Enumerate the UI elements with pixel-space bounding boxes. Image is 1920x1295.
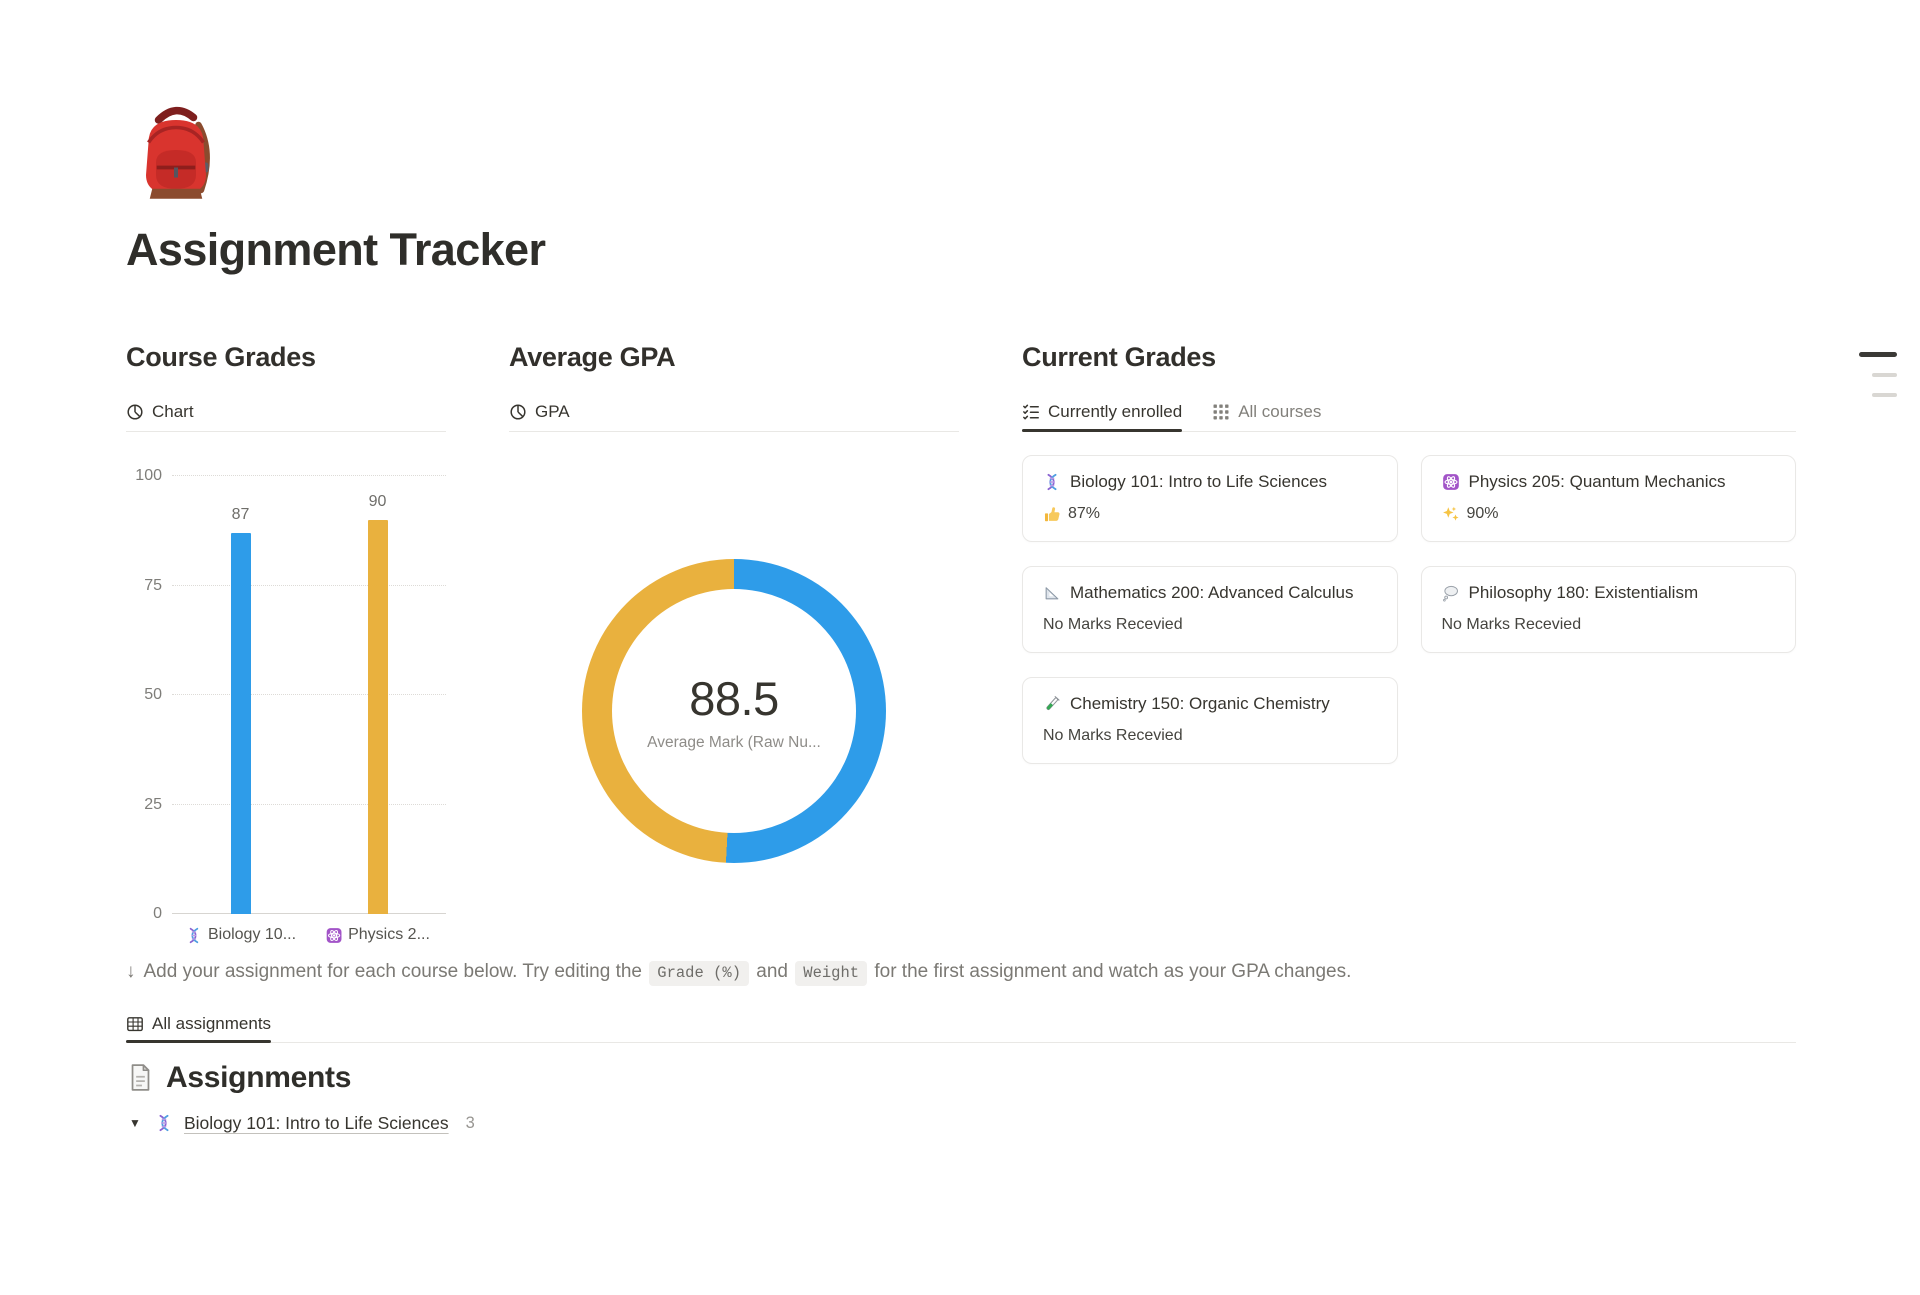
bar-value-label: 87 xyxy=(231,505,250,523)
course-card-chemistry[interactable]: Chemistry 150: Organic Chemistry No Mark… xyxy=(1022,677,1398,764)
dna-emoji xyxy=(1043,473,1061,491)
thumbs-up-emoji xyxy=(1043,505,1061,523)
help-text-block[interactable]: ↓ Add your assignment for each course bel… xyxy=(126,958,1796,987)
group-count-badge: 3 xyxy=(465,1113,475,1132)
course-grade: 90% xyxy=(1466,505,1499,522)
y-axis-tick-label: 0 xyxy=(153,905,162,922)
atom-emoji xyxy=(1442,473,1460,491)
gridline-0 xyxy=(172,913,446,914)
course-card-philosophy[interactable]: Philosophy 180: Existentialism No Marks … xyxy=(1420,566,1796,653)
tab-currently-enrolled-label: Currently enrolled xyxy=(1048,402,1183,421)
course-title: Biology 101: Intro to Life Sciences xyxy=(1070,472,1328,491)
x-axis-category-label: Biology 10... xyxy=(185,926,296,944)
y-axis-tick-label: 50 xyxy=(144,686,162,703)
course-cards-grid: Biology 101: Intro to Life Sciences 87% … xyxy=(1022,455,1796,764)
toc-item-indicator[interactable] xyxy=(1872,393,1897,397)
gridline-50 xyxy=(172,694,446,695)
backpack-emoji xyxy=(126,96,226,214)
atom-emoji xyxy=(325,927,342,944)
gpa-donut-chart[interactable]: 88.5 Average Mark (Raw Nu... xyxy=(582,559,886,863)
table-of-contents-rail[interactable] xyxy=(1859,352,1897,397)
course-card-biology[interactable]: Biology 101: Intro to Life Sciences 87% xyxy=(1022,455,1398,542)
sparkles-emoji xyxy=(1442,505,1460,523)
current-grades-heading: Current Grades xyxy=(1022,342,1216,372)
dna-emoji xyxy=(185,927,202,944)
y-axis-tick-label: 75 xyxy=(144,576,162,594)
course-title: Chemistry 150: Organic Chemistry xyxy=(1070,694,1330,713)
gridline-75 xyxy=(172,584,446,586)
thought-balloon-emoji xyxy=(1442,584,1460,602)
assignments-view-tabs: All assignments xyxy=(126,1006,1796,1043)
checklist-icon xyxy=(1022,403,1040,421)
down-arrow-icon: ↓ xyxy=(126,961,136,982)
donut-center: 88.5 Average Mark (Raw Nu... xyxy=(612,589,856,833)
notion-page: Assignment Tracker Course Grades Chart 0… xyxy=(126,96,1796,1134)
table-icon xyxy=(126,1015,144,1033)
course-title: Mathematics 200: Advanced Calculus xyxy=(1070,583,1354,602)
y-axis-tick-label: 25 xyxy=(144,795,162,813)
average-gpa-view-tabs: GPA xyxy=(509,393,959,432)
tab-gpa[interactable]: GPA xyxy=(509,393,570,431)
tab-chart-label: Chart xyxy=(152,402,194,421)
bar-1[interactable] xyxy=(367,519,388,914)
help-text-mid: and xyxy=(751,961,794,982)
gridline-25 xyxy=(172,803,446,805)
course-grade: No Marks Recevied xyxy=(1043,727,1183,744)
inline-code-weight: Weight xyxy=(795,961,868,986)
tab-chart[interactable]: Chart xyxy=(126,393,194,431)
bar-value-label: 90 xyxy=(368,492,387,510)
course-grades-section: Course Grades Chart 0 25 50 75 100 87 Biology … xyxy=(126,342,446,943)
toggle-collapse-icon[interactable]: ▼ xyxy=(129,1116,141,1130)
grid-icon xyxy=(1212,403,1230,421)
average-gpa-section: Average GPA GPA 88.5 Average Mark (Raw N… xyxy=(509,342,959,863)
pie-chart-icon xyxy=(509,403,527,421)
tab-gpa-label: GPA xyxy=(535,402,570,421)
x-axis-category-label: Physics 2... xyxy=(325,926,430,944)
current-grades-view-tabs: Currently enrolled All courses xyxy=(1022,393,1796,432)
bar-0[interactable] xyxy=(230,532,251,914)
page-icon-backpack[interactable] xyxy=(126,96,226,214)
page-facing-up-emoji xyxy=(126,1063,155,1092)
pie-chart-icon xyxy=(126,403,144,421)
average-gpa-heading: Average GPA xyxy=(509,342,676,372)
help-text-before: Add your assignment for each course belo… xyxy=(143,961,648,982)
course-title: Philosophy 180: Existentialism xyxy=(1468,583,1699,602)
inline-code-grade: Grade (%) xyxy=(649,961,749,986)
test-tube-emoji xyxy=(1043,695,1061,713)
page-title: Assignment Tracker xyxy=(126,224,546,275)
course-grade: No Marks Recevied xyxy=(1441,616,1582,633)
tab-all-courses-label: All courses xyxy=(1238,402,1322,421)
toc-item-indicator[interactable] xyxy=(1859,352,1897,357)
current-grades-section: Current Grades Currently enrolled All co… xyxy=(1022,342,1796,764)
assignments-heading-label: Assignments xyxy=(166,1060,352,1094)
course-grades-view-tabs: Chart xyxy=(126,393,446,432)
category-text: Biology 10... xyxy=(207,926,297,943)
tab-currently-enrolled[interactable]: Currently enrolled xyxy=(1022,393,1183,432)
course-title: Physics 205: Quantum Mechanics xyxy=(1468,472,1726,491)
course-card-mathematics[interactable]: Mathematics 200: Advanced Calculus No Ma… xyxy=(1022,566,1398,653)
group-row-biology: ▼ Biology 101: Intro to Life Sciences 3 xyxy=(126,1113,1796,1134)
course-grades-bar-chart[interactable]: 0 25 50 75 100 87 Biology 10... 90 Physics 2... xyxy=(135,468,446,943)
gridline-100 xyxy=(172,475,446,476)
gpa-average-label: Average Mark (Raw Nu... xyxy=(647,733,821,751)
course-grade: No Marks Recevied xyxy=(1043,616,1183,633)
toc-item-indicator[interactable] xyxy=(1872,373,1897,377)
y-axis-tick-label: 100 xyxy=(135,467,162,484)
group-course-link[interactable]: Biology 101: Intro to Life Sciences xyxy=(184,1112,449,1133)
tab-all-assignments[interactable]: All assignments xyxy=(126,1006,272,1043)
dna-emoji xyxy=(155,1114,173,1132)
gpa-average-value: 88.5 xyxy=(689,671,779,725)
tab-all-assignments-label: All assignments xyxy=(152,1013,272,1033)
triangular-ruler-emoji xyxy=(1043,584,1061,602)
assignments-heading: Assignments xyxy=(126,1061,1796,1095)
help-text-after: for the first assignment and watch as yo… xyxy=(869,961,1352,982)
course-grades-heading: Course Grades xyxy=(126,342,316,372)
course-card-physics[interactable]: Physics 205: Quantum Mechanics 90% xyxy=(1420,455,1796,542)
category-text: Physics 2... xyxy=(348,926,430,943)
course-grade: 87% xyxy=(1068,505,1101,522)
tab-all-courses[interactable]: All courses xyxy=(1212,393,1321,431)
dashboard-columns: Course Grades Chart 0 25 50 75 100 87 Biology … xyxy=(126,342,1796,943)
